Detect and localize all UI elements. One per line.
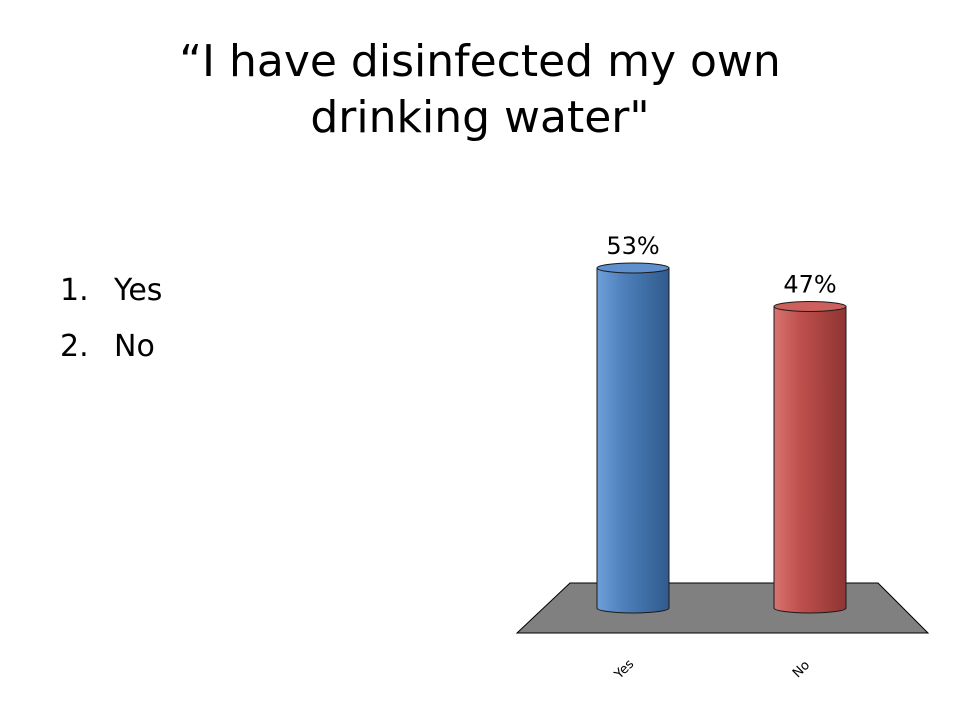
- chart-bar: [596, 262, 670, 614]
- bar-body: [773, 305, 847, 614]
- slide-title: “I have disinfected my own drinking wate…: [179, 36, 781, 143]
- answer-option: 2. No: [60, 318, 162, 374]
- answer-number: 2.: [60, 328, 89, 364]
- chart-bar: [773, 300, 847, 614]
- category-tick-label: Yes: [611, 657, 637, 683]
- answer-label: Yes: [114, 272, 163, 308]
- chart-floor: [515, 582, 930, 634]
- bar-body: [596, 267, 670, 614]
- data-label: 53%: [606, 232, 659, 260]
- bar-top: [773, 300, 847, 312]
- answer-number: 1.: [60, 272, 89, 308]
- category-tick-label: No: [790, 658, 813, 681]
- answer-label: No: [114, 328, 155, 364]
- bar-top: [596, 262, 670, 274]
- answer-options-list: 1. Yes 2. No: [60, 262, 162, 374]
- answer-option: 1. Yes: [60, 262, 162, 318]
- data-label: 47%: [783, 270, 836, 298]
